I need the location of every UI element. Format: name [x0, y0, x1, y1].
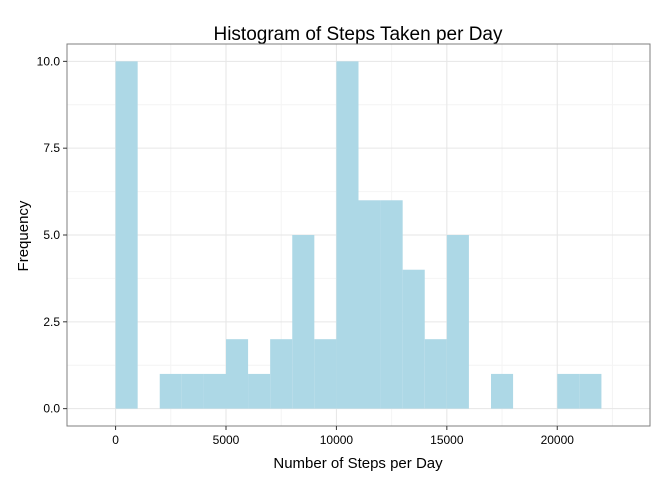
x-tick-label: 0 [112, 433, 119, 447]
histogram-bar [248, 373, 271, 409]
y-tick-label: 7.5 [43, 141, 60, 155]
y-axis-label: Frequency [15, 200, 32, 271]
histogram-bar [115, 61, 138, 409]
chart-title: Histogram of Steps Taken per Day [213, 24, 503, 45]
x-tick-label: 5000 [213, 433, 240, 447]
histogram-bar [358, 200, 381, 409]
histogram-bar [226, 339, 249, 409]
x-tick-label: 20000 [541, 433, 575, 447]
axis-ticks: 0 5000 10000 15000 20000 0.0 2.5 5.0 7.5 10.0 [37, 54, 575, 447]
histogram-bar [446, 235, 469, 409]
histogram-bar [159, 373, 182, 409]
y-tick-label: 10.0 [37, 54, 61, 68]
histogram-bar [203, 373, 226, 409]
histogram-bar [181, 373, 204, 409]
x-axis-label: Number of Steps per Day [273, 455, 443, 472]
x-tick-label: 10000 [320, 433, 354, 447]
histogram-bar [402, 269, 425, 409]
histogram-bar [424, 339, 447, 409]
histogram-bar [557, 373, 580, 409]
y-tick-label: 5.0 [43, 228, 60, 242]
histogram-bars [115, 61, 602, 409]
x-tick-label: 15000 [430, 433, 464, 447]
y-tick-label: 2.5 [43, 315, 60, 329]
histogram-bar [336, 61, 359, 409]
histogram-bar [380, 200, 403, 409]
histogram-bar [270, 339, 293, 409]
y-tick-label: 0.0 [43, 402, 60, 416]
histogram-bar [579, 373, 602, 409]
histogram-bar [314, 339, 337, 409]
histogram-bar [292, 235, 315, 409]
histogram-bar [491, 373, 514, 409]
